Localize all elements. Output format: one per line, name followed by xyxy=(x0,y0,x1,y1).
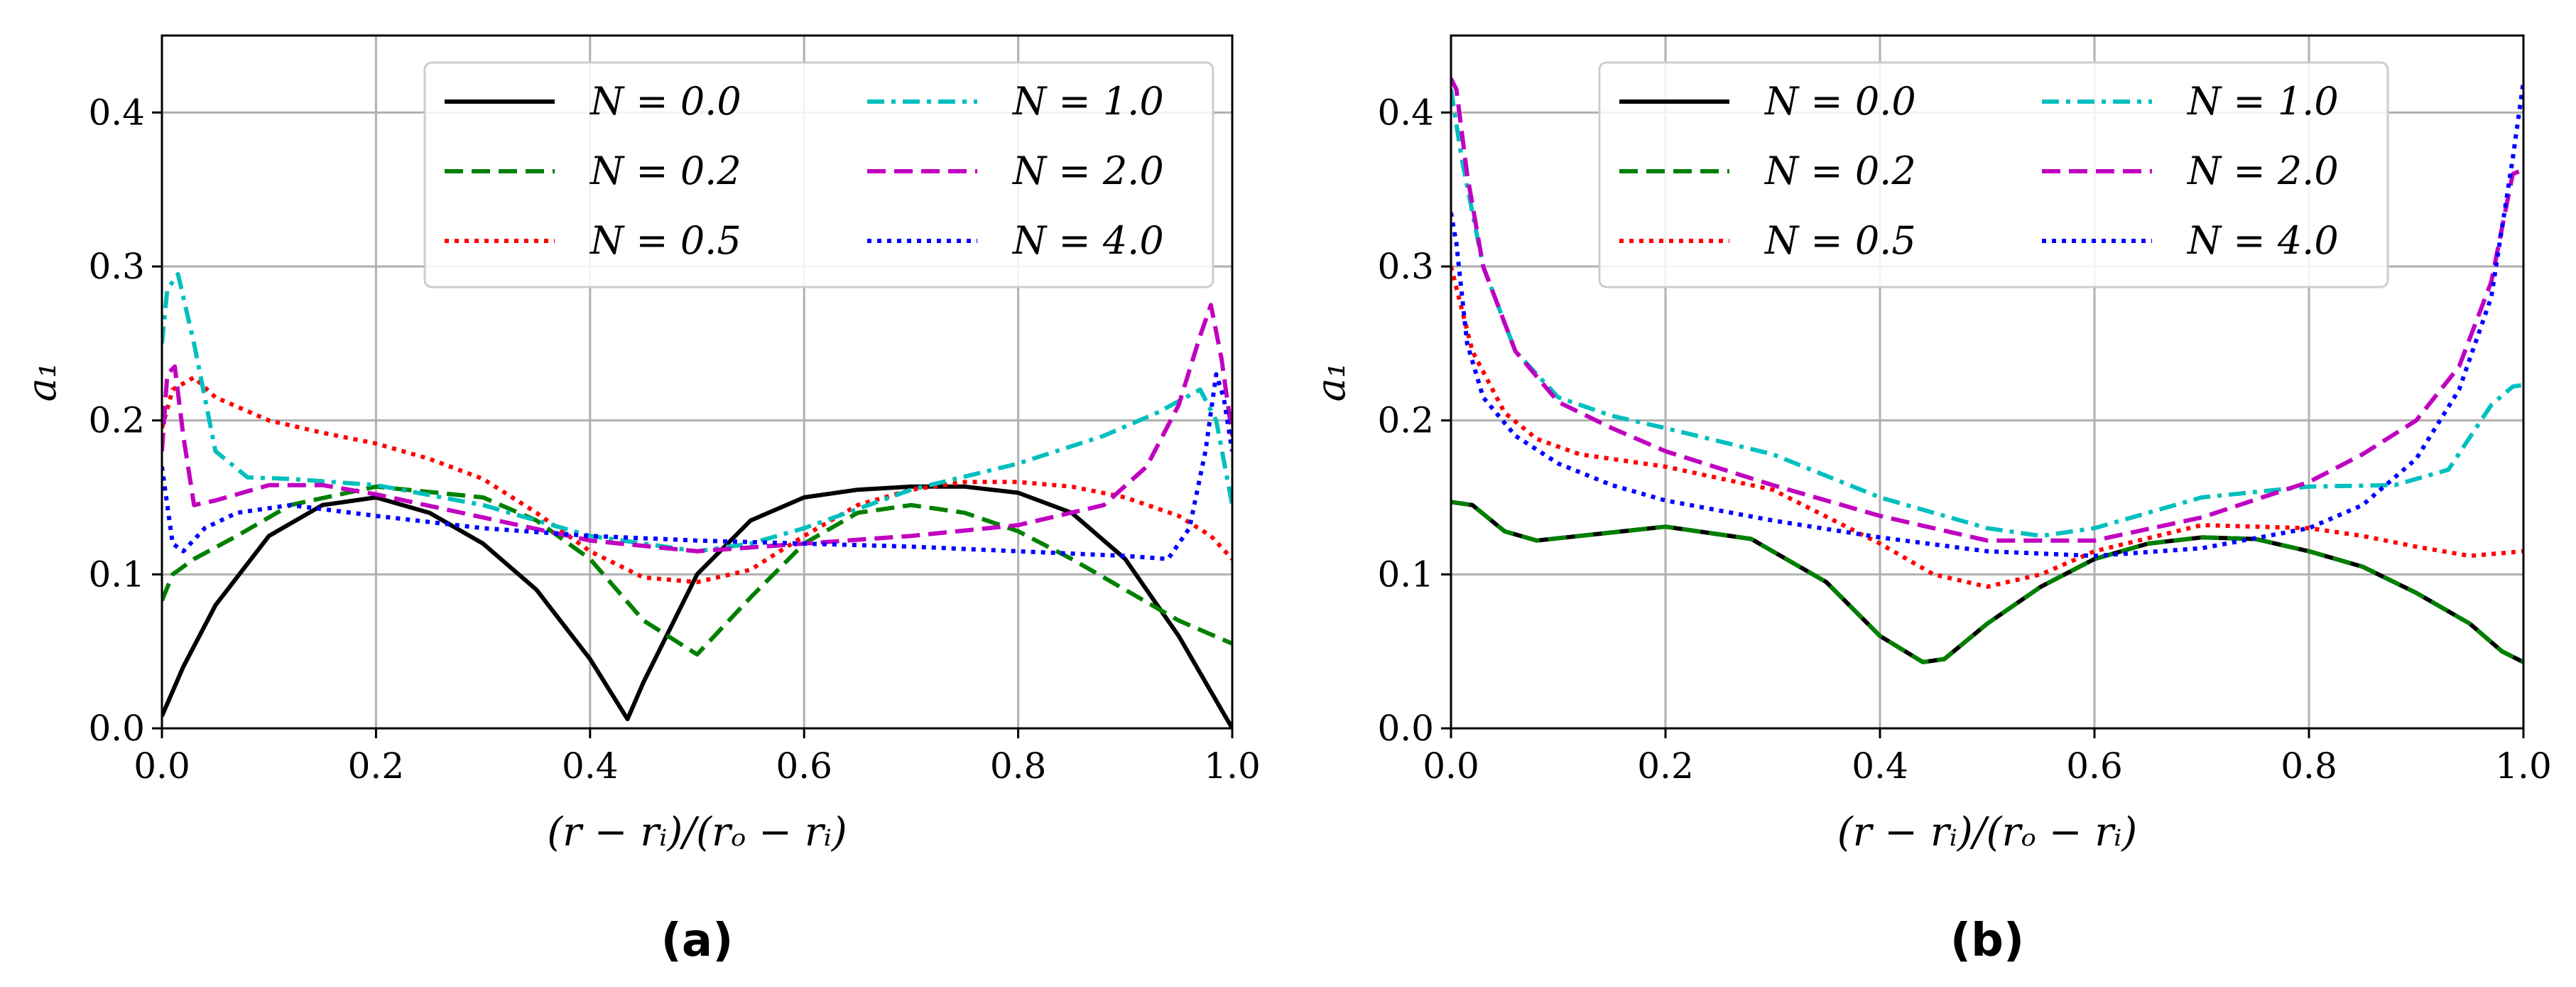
x-tick-label: 1.0 xyxy=(2495,745,2552,787)
y-tick-label: 0.1 xyxy=(88,554,145,595)
y-tick-label: 0.4 xyxy=(88,92,145,133)
legend-label-0: N = 0.0 xyxy=(1763,79,1916,124)
x-tick-label: 0.8 xyxy=(990,745,1047,787)
x-tick-label: 0.4 xyxy=(562,745,619,787)
legend-label-0: N = 0.0 xyxy=(589,79,741,124)
x-axis-label: (r − rᵢ)/(rₒ − rᵢ) xyxy=(547,809,847,856)
legend-label-1: N = 0.2 xyxy=(1763,149,1916,193)
series-line-1 xyxy=(1451,500,2523,664)
x-tick-label: 1.0 xyxy=(1204,745,1261,787)
series-line-5 xyxy=(162,372,1232,561)
legend-box xyxy=(1598,61,2389,288)
y-tick-label: 0.3 xyxy=(1377,246,1434,287)
axes-frame xyxy=(1450,34,2525,730)
y-tick-label: 0.3 xyxy=(88,246,145,287)
legend-label-2: N = 0.5 xyxy=(589,218,741,263)
x-tick-label: 0.0 xyxy=(1423,745,1479,787)
y-tick-label: 0.2 xyxy=(88,400,145,441)
series-line-3 xyxy=(1451,89,2523,539)
series-line-0 xyxy=(162,484,1232,728)
series-group xyxy=(162,271,1232,728)
series-line-2 xyxy=(1451,266,2523,589)
legend-label-3: N = 1.0 xyxy=(2186,79,2339,124)
series-line-4 xyxy=(162,303,1232,554)
series-line-2 xyxy=(162,375,1232,585)
x-tick-label: 0.8 xyxy=(2281,745,2337,787)
x-axis-label: (r − rᵢ)/(rₒ − rᵢ) xyxy=(1837,809,2138,856)
legend-label-4: N = 2.0 xyxy=(2186,149,2339,193)
legend-label-5: N = 4.0 xyxy=(1011,218,1164,263)
y-tick-label: 0.0 xyxy=(1377,708,1434,749)
x-tick-label: 0.6 xyxy=(2066,745,2123,787)
legend-box xyxy=(423,61,1214,288)
legend-label-1: N = 0.2 xyxy=(589,149,741,193)
x-tick-label: 0.4 xyxy=(1852,745,1908,787)
panel-b: 0.0 0.2 0.4 0.6 0.8 1.0 0.0 0.1 0.2 0.3 0.4 (r − rᵢ… xyxy=(1308,34,2552,967)
axes-frame xyxy=(161,34,1234,730)
panel-caption: (a) xyxy=(661,915,734,967)
y-tick-label: 0.1 xyxy=(1377,554,1434,595)
panel-caption: (b) xyxy=(1950,915,2024,967)
y-tick-label: 0.2 xyxy=(1377,400,1434,441)
series-line-1 xyxy=(162,484,1232,657)
y-axis-label: a₁ xyxy=(19,362,65,402)
y-tick-label: 0.4 xyxy=(1377,92,1434,133)
x-tick-label: 0.2 xyxy=(348,745,405,787)
x-tick-label: 0.2 xyxy=(1637,745,1694,787)
legend-label-3: N = 1.0 xyxy=(1011,79,1164,124)
series-line-4 xyxy=(1451,77,2523,543)
x-tick-label: 0.0 xyxy=(134,745,190,787)
legend-label-5: N = 4.0 xyxy=(2186,218,2339,263)
y-tick-label: 0.0 xyxy=(88,708,145,749)
panel-a: 0.0 0.2 0.4 0.6 0.8 1.0 0.0 0.1 0.2 0.3 0.4 (r − rᵢ… xyxy=(19,34,1261,967)
y-axis-label: a₁ xyxy=(1308,362,1354,402)
legend-label-4: N = 2.0 xyxy=(1011,149,1164,193)
series-group xyxy=(1451,77,2523,664)
legend-label-2: N = 0.5 xyxy=(1763,218,1916,263)
x-tick-label: 0.6 xyxy=(776,745,832,787)
